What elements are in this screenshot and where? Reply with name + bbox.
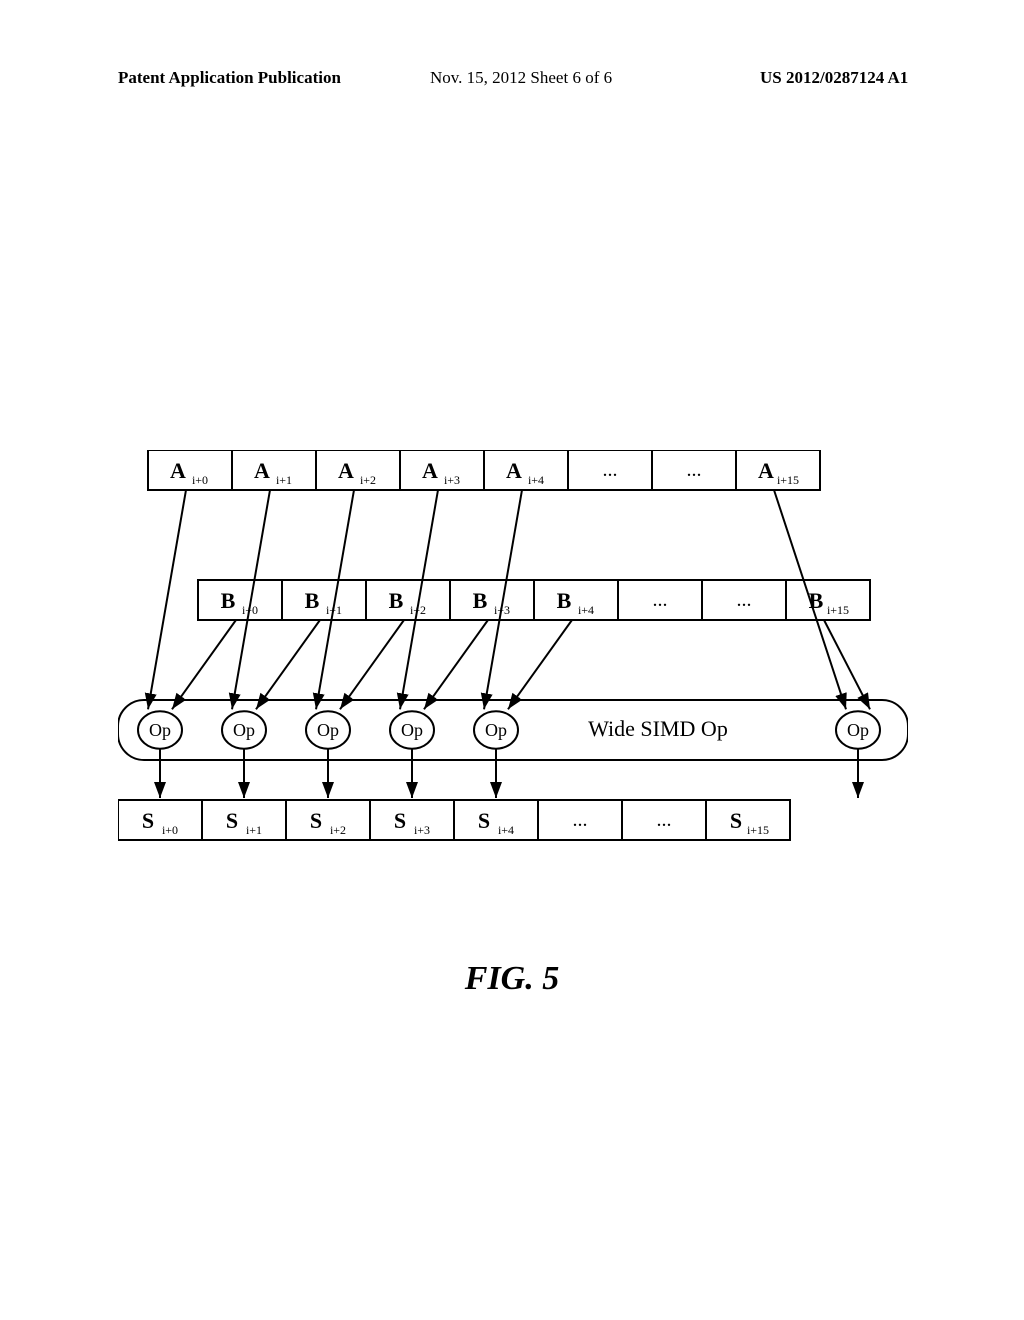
svg-text:Op: Op xyxy=(401,720,423,740)
header-mid: Nov. 15, 2012 Sheet 6 of 6 xyxy=(430,68,612,88)
svg-text:S: S xyxy=(394,808,406,833)
svg-text:A: A xyxy=(506,458,522,483)
svg-text:A: A xyxy=(170,458,186,483)
svg-text:Op: Op xyxy=(149,720,171,740)
row-b: Bi+0Bi+1Bi+2Bi+3Bi+4......Bi+15 xyxy=(198,580,870,620)
svg-text:i+4: i+4 xyxy=(528,473,544,487)
svg-text:A: A xyxy=(254,458,270,483)
svg-text:B: B xyxy=(305,588,320,613)
svg-text:...: ... xyxy=(653,589,668,611)
svg-text:...: ... xyxy=(573,809,588,831)
svg-text:S: S xyxy=(730,808,742,833)
svg-text:i+4: i+4 xyxy=(578,603,594,617)
figure-caption-text: FIG. 5 xyxy=(465,960,559,997)
op-nodes: Op Op Op Op Op Op xyxy=(138,711,880,748)
svg-text:i+15: i+15 xyxy=(747,823,769,837)
svg-text:...: ... xyxy=(687,459,702,481)
svg-text:A: A xyxy=(422,458,438,483)
svg-text:S: S xyxy=(310,808,322,833)
svg-text:i+4: i+4 xyxy=(498,823,514,837)
svg-text:i+0: i+0 xyxy=(192,473,208,487)
svg-text:Op: Op xyxy=(317,720,339,740)
svg-text:S: S xyxy=(478,808,490,833)
svg-text:i+2: i+2 xyxy=(360,473,376,487)
svg-text:A: A xyxy=(758,458,774,483)
svg-text:S: S xyxy=(142,808,154,833)
row-s: Si+0 Si+1 Si+2 Si+3 Si+4...... Si+15 xyxy=(118,800,790,840)
svg-text:i+15: i+15 xyxy=(827,603,849,617)
wide-simd-label: Wide SIMD Op xyxy=(588,716,728,741)
svg-text:B: B xyxy=(221,588,236,613)
svg-text:i+3: i+3 xyxy=(414,823,430,837)
svg-text:i+3: i+3 xyxy=(444,473,460,487)
figure-caption: FIG. 5 xyxy=(0,960,1024,998)
svg-text:i+0: i+0 xyxy=(162,823,178,837)
svg-text:B: B xyxy=(389,588,404,613)
svg-text:Op: Op xyxy=(485,720,507,740)
svg-text:i+1: i+1 xyxy=(246,823,262,837)
simd-diagram: Ai+0 Ai+1 Ai+2 Ai+3 Ai+4...... Ai+15 Bi+0 Bi+1 B… xyxy=(118,450,908,870)
svg-text:A: A xyxy=(338,458,354,483)
svg-text:Op: Op xyxy=(233,720,255,740)
svg-text:...: ... xyxy=(603,459,618,481)
svg-text:...: ... xyxy=(737,589,752,611)
svg-text:B: B xyxy=(473,588,488,613)
header-left: Patent Application Publication xyxy=(118,68,341,88)
svg-text:i+2: i+2 xyxy=(330,823,346,837)
svg-text:S: S xyxy=(226,808,238,833)
svg-text:...: ... xyxy=(657,809,672,831)
row-a: Ai+0 Ai+1 Ai+2 Ai+3 Ai+4...... Ai+15 xyxy=(148,450,820,490)
svg-text:i+1: i+1 xyxy=(276,473,292,487)
svg-text:Op: Op xyxy=(847,720,869,740)
svg-text:B: B xyxy=(557,588,572,613)
header-right: US 2012/0287124 A1 xyxy=(760,68,908,88)
svg-text:i+15: i+15 xyxy=(777,473,799,487)
